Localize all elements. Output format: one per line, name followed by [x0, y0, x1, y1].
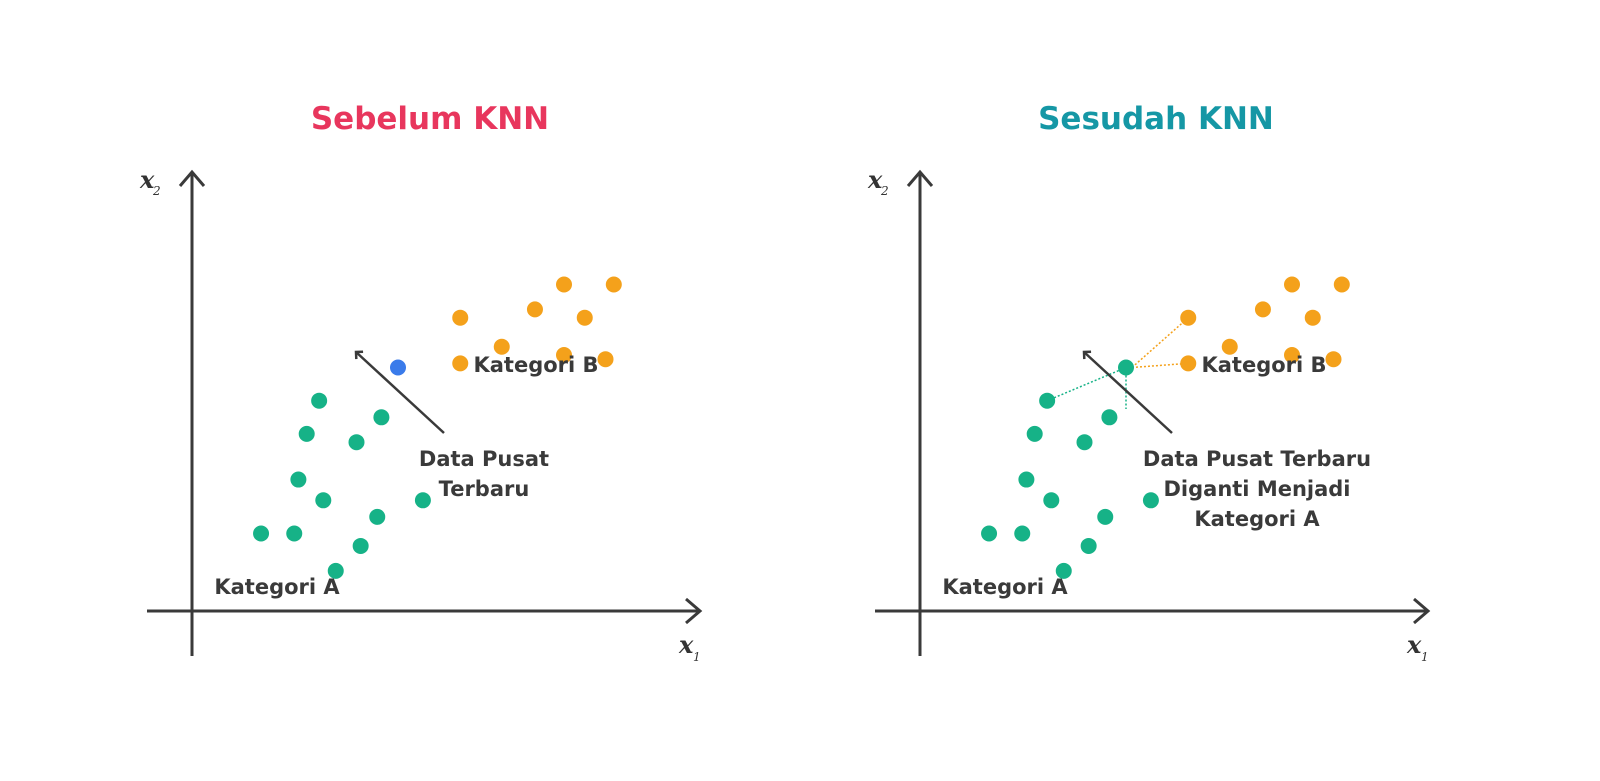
- x-axis-label: x: [678, 630, 694, 659]
- axes-after: x2x 1: [867, 165, 1431, 664]
- category-a-point: [1043, 492, 1060, 509]
- category-a-point: [414, 492, 431, 509]
- new-data-point: [390, 359, 406, 376]
- category-b-point: [1180, 355, 1197, 372]
- axes-before: x2x 1: [139, 165, 703, 664]
- category-b-point: [556, 347, 572, 364]
- new-data-point: [1118, 359, 1134, 376]
- category-b-point: [1180, 309, 1197, 326]
- panel-after: Sesudah KNN x2x 1 Kategori A Kategori B D…: [867, 101, 1431, 664]
- category-b-point: [1284, 276, 1300, 293]
- category-a-point: [311, 392, 328, 409]
- category-b-point: [526, 301, 543, 318]
- category-a-label-before: Kategori A: [214, 575, 340, 599]
- panel-before: Sebelum KNN x2x 1 Kategori A Kategori B D…: [139, 101, 703, 664]
- category-b-label-before: Kategori B: [473, 353, 598, 377]
- category-a-point: [1142, 492, 1159, 509]
- y-axis-subscript: 2: [152, 184, 161, 198]
- category-a-point: [369, 508, 386, 525]
- category-b-point: [1304, 309, 1321, 326]
- x-axis-arrow: [1413, 597, 1431, 625]
- annotation-line-3-after: Kategori A: [1194, 507, 1320, 531]
- annotation-line-2-before: Terbaru: [439, 477, 530, 501]
- neighbor-line-a: [1046, 366, 1127, 402]
- neighbor-lines-after: [1046, 317, 1189, 409]
- category-a-point: [348, 434, 365, 451]
- category-b-label-after: Kategori B: [1201, 353, 1326, 377]
- category-a-point: [290, 471, 307, 488]
- y-axis-arrow: [178, 169, 206, 187]
- x-axis-subscript: 1: [1421, 650, 1429, 664]
- y-axis-label: x: [139, 165, 155, 194]
- x-axis-arrow: [685, 597, 703, 625]
- category-b-point: [1254, 301, 1271, 318]
- y-axis-subscript: 2: [880, 184, 889, 198]
- category-b-point: [605, 276, 622, 293]
- category-b-point: [452, 309, 469, 326]
- category-b-point: [1325, 351, 1342, 368]
- annotation-line-1-before: Data Pusat: [419, 447, 549, 471]
- category-b-point: [556, 276, 572, 293]
- category-a-point: [1055, 562, 1072, 579]
- category-b-point: [1333, 276, 1350, 293]
- category-a-point: [1014, 525, 1031, 542]
- category-a-point: [253, 525, 270, 542]
- x-axis-label: x: [1406, 630, 1422, 659]
- points-before: [253, 276, 622, 579]
- category-a-point: [1039, 392, 1056, 409]
- category-a-point: [1018, 471, 1035, 488]
- y-axis-arrow: [906, 169, 934, 187]
- neighbor-line-b: [1131, 362, 1189, 369]
- neighbor-line-b: [1131, 317, 1189, 369]
- category-a-point: [286, 525, 303, 542]
- category-a-point: [352, 537, 369, 554]
- category-b-point: [1284, 347, 1300, 364]
- annotation-line-2-after: Diganti Menjadi: [1163, 477, 1350, 501]
- category-a-point: [373, 409, 390, 426]
- points-after: [981, 276, 1350, 579]
- x-axis-subscript: 1: [693, 650, 701, 664]
- category-b-point: [452, 355, 469, 372]
- category-a-point: [315, 492, 332, 509]
- category-b-point: [493, 338, 510, 355]
- panel-title-after: Sesudah KNN: [1038, 101, 1274, 137]
- category-b-point: [1221, 338, 1238, 355]
- annotation-arrow-before: [354, 350, 445, 434]
- y-axis-label: x: [867, 165, 883, 194]
- category-a-point: [1076, 434, 1093, 451]
- category-a-point: [981, 525, 998, 542]
- annotation-arrow-after: [1082, 350, 1173, 434]
- panel-title-before: Sebelum KNN: [311, 101, 549, 137]
- category-a-point: [1026, 425, 1043, 442]
- category-a-label-after: Kategori A: [942, 575, 1068, 599]
- category-a-point: [1101, 409, 1118, 426]
- annotation-line-1-after: Data Pusat Terbaru: [1143, 447, 1371, 471]
- category-a-point: [1080, 537, 1097, 554]
- category-b-point: [576, 309, 593, 326]
- category-a-point: [327, 562, 344, 579]
- category-a-point: [1097, 508, 1114, 525]
- category-a-point: [298, 425, 315, 442]
- category-b-point: [597, 351, 614, 368]
